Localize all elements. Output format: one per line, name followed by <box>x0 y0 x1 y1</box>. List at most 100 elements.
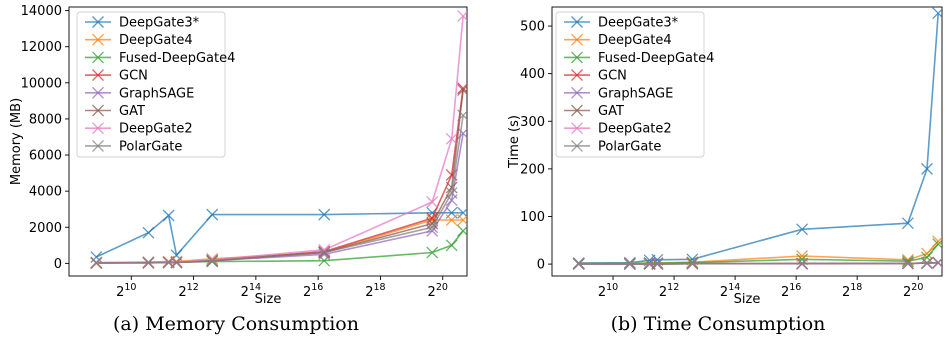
data-point <box>932 256 942 269</box>
x-tick-label: 220 <box>903 282 923 300</box>
legend-swatch-marker <box>571 104 583 117</box>
y-tick-label: 0 <box>54 257 62 272</box>
y-tick-label: 100 <box>520 210 545 225</box>
legend-entry: PolarGate <box>119 139 182 154</box>
data-point <box>457 10 467 22</box>
data-point <box>457 224 467 237</box>
legend-entry: Fused-DeepGate4 <box>119 51 235 66</box>
data-point <box>796 257 809 270</box>
legend-swatch-marker <box>571 69 583 82</box>
data-point <box>651 257 664 270</box>
legend-entry: DeepGate2 <box>119 122 193 137</box>
plot-frame <box>68 6 468 277</box>
series-deepgate3- <box>90 206 467 264</box>
legend-swatch-marker <box>92 139 104 152</box>
data-point <box>445 186 458 199</box>
y-tick-label: 0 <box>537 258 545 273</box>
y-tick-label: 300 <box>520 115 545 130</box>
data-point <box>457 109 467 122</box>
data-point <box>445 132 458 145</box>
data-point <box>686 256 699 269</box>
legend-swatch-marker <box>571 122 583 135</box>
data-point <box>426 221 439 234</box>
data-point <box>901 255 914 268</box>
data-point <box>921 251 933 264</box>
y-tick-label: 10000 <box>21 76 62 91</box>
data-point <box>901 257 914 270</box>
legend-entry: Fused-DeepGate4 <box>598 51 714 66</box>
y-tick-label: 400 <box>520 67 545 82</box>
data-point <box>932 7 942 20</box>
data-point <box>623 256 636 269</box>
series-deepgate4 <box>90 214 467 269</box>
legend-swatch-marker <box>571 33 583 46</box>
y-tick-label: 14000 <box>21 4 62 19</box>
data-point <box>572 257 585 270</box>
legend: DeepGate3* DeepGate4 Fused-DeepGate4 GCN Gra… <box>76 11 235 158</box>
legend-swatch-marker <box>92 16 104 28</box>
x-tick-label: 214 <box>720 282 740 300</box>
legend-entry: DeepGate4 <box>598 33 672 48</box>
y-tick-label: 4000 <box>29 185 62 200</box>
data-point <box>162 209 175 222</box>
chart-2: 0 100 200 300 400 500 210 212 214 216 218 220 Size Ti… <box>507 6 943 335</box>
y-tick-label: 200 <box>520 162 545 177</box>
y-tick-label: 6000 <box>29 149 62 164</box>
data-point <box>426 196 439 208</box>
data-point <box>445 239 458 252</box>
data-point <box>426 246 439 259</box>
x-axis-label: Size <box>734 292 761 307</box>
data-point <box>142 226 155 239</box>
legend-swatch-marker <box>571 139 583 152</box>
x-tick-label: 210 <box>598 282 618 300</box>
data-point <box>318 246 331 259</box>
legend-swatch-marker <box>92 33 104 46</box>
data-point <box>901 217 914 230</box>
legend-swatch-marker <box>92 104 104 117</box>
legend-entry: DeepGate4 <box>119 33 193 48</box>
data-point <box>90 251 103 264</box>
data-point <box>686 257 699 270</box>
legend-swatch-marker <box>92 51 104 64</box>
y-tick-label: 12000 <box>21 40 62 55</box>
legend-entry: GCN <box>119 69 148 84</box>
legend: DeepGate3* DeepGate4 Fused-DeepGate4 GCN Gra… <box>555 11 714 158</box>
y-axis-label: Time (s) <box>507 115 522 169</box>
legend-entry: GraphSAGE <box>119 86 194 101</box>
data-point <box>206 254 219 267</box>
y-axis-label: Memory (MB) <box>9 98 24 185</box>
x-tick-label: 214 <box>241 282 261 300</box>
data-point <box>932 238 942 251</box>
legend-entry: PolarGate <box>598 139 661 154</box>
x-tick-label: 216 <box>781 282 801 300</box>
data-point <box>445 214 458 226</box>
legend-swatch-marker <box>92 86 104 99</box>
legend-box <box>76 11 226 158</box>
x-tick-label: 218 <box>365 282 385 300</box>
legend-swatch-marker <box>571 86 583 99</box>
legend-entry: GAT <box>119 104 145 119</box>
data-point <box>921 247 933 260</box>
data-point <box>457 84 467 97</box>
data-point <box>921 162 933 175</box>
data-point <box>170 256 183 269</box>
chart-caption: (b) Time Consumption <box>611 313 826 335</box>
chart-caption: (a) Memory Consumption <box>113 313 359 335</box>
x-tick-label: 212 <box>659 282 679 300</box>
data-point <box>932 235 942 248</box>
series-polargate <box>90 109 467 269</box>
legend-entry: DeepGate3* <box>119 16 200 31</box>
legend-entry: DeepGate2 <box>598 122 672 137</box>
y-tick-label: 2000 <box>29 221 62 236</box>
data-point <box>796 223 809 236</box>
legend-swatch-marker <box>571 16 583 28</box>
x-tick-label: 210 <box>116 282 136 300</box>
y-tick-label: 8000 <box>29 112 62 127</box>
series-polargate <box>572 256 942 270</box>
x-tick-label: 218 <box>842 282 862 300</box>
data-point <box>445 181 458 194</box>
x-tick-label: 216 <box>303 282 323 300</box>
legend-swatch-marker <box>571 51 583 64</box>
data-point <box>921 257 933 270</box>
